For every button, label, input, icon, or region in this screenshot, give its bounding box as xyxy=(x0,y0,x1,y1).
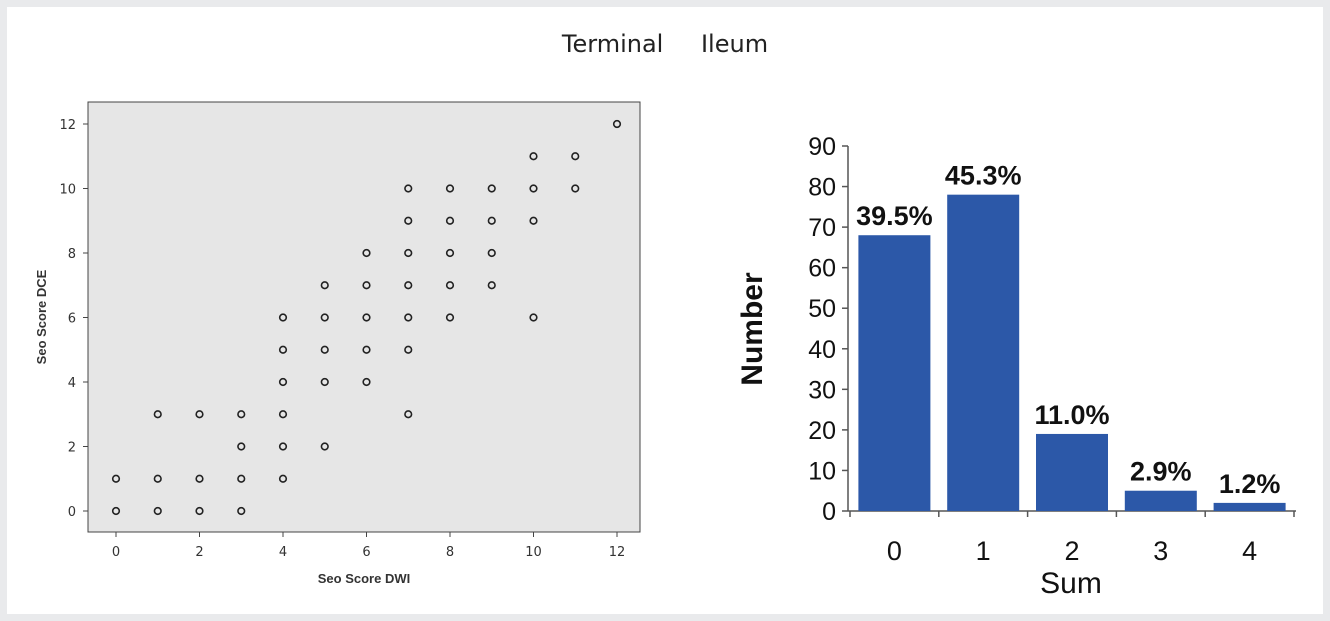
bar-data-label: 45.3% xyxy=(945,161,1022,191)
bar-data-label: 2.9% xyxy=(1130,457,1192,487)
scatter-point xyxy=(404,410,413,419)
scatter-point xyxy=(404,345,413,354)
scatter-point xyxy=(571,152,580,161)
scatter-point xyxy=(320,313,329,322)
bar-data-label: 39.5% xyxy=(856,201,933,231)
bar xyxy=(1036,433,1108,511)
scatter-x-tick-label: 0 xyxy=(112,545,120,560)
scatter-x-tick-label: 12 xyxy=(609,545,626,560)
scatter-point xyxy=(487,248,496,258)
scatter-point xyxy=(445,281,455,290)
scatter-point xyxy=(195,410,204,419)
scatter-point xyxy=(529,313,538,322)
bar-y-tick-label: 50 xyxy=(808,295,836,323)
bar-y-axis-label: Number xyxy=(736,272,769,386)
scatter-point xyxy=(320,345,329,354)
scatter-point xyxy=(111,506,121,516)
scatter-point xyxy=(445,216,455,225)
scatter-point xyxy=(195,474,204,483)
scatter-point xyxy=(487,184,496,193)
scatter-point xyxy=(278,377,288,387)
scatter-y-axis-label: Seo Score DCE xyxy=(34,269,49,364)
scatter-y-tick-label: 12 xyxy=(59,118,76,133)
scatter-point xyxy=(362,345,371,354)
scatter-point xyxy=(278,345,288,354)
bar-y-tick-label: 60 xyxy=(808,255,836,283)
scatter-point xyxy=(445,184,455,193)
scatter-point xyxy=(278,474,288,483)
scatter-point xyxy=(487,281,496,290)
scatter-point xyxy=(529,216,538,225)
bar-x-axis-label: Sum xyxy=(1040,567,1102,600)
scatter-y-tick-label: 2 xyxy=(68,441,76,456)
figure-title: Terminal Ileum xyxy=(561,30,769,58)
scatter-point xyxy=(445,313,455,322)
scatter-x-tick-label: 8 xyxy=(446,545,454,560)
bar-chart: 0 10 20 30 40 50 60 70 80 90 0 39.5% 1 45.3% 2 11.0% 3 2.… xyxy=(736,133,1296,600)
bar-data-label: 11.0% xyxy=(1034,400,1109,430)
scatter-point xyxy=(404,281,413,290)
bar-data-label: 1.2% xyxy=(1219,469,1281,499)
bar-x-tick-label: 1 xyxy=(976,536,991,566)
scatter-chart: 0 2 4 6 8 10 12 0 2 4 6 8 10 12 Seo Score DWI Seo Score… xyxy=(34,101,641,586)
scatter-point xyxy=(362,248,371,258)
scatter-point xyxy=(278,442,288,451)
scatter-point xyxy=(362,313,371,322)
scatter-point xyxy=(362,377,371,387)
bar-x-tick-label: 2 xyxy=(1064,536,1079,566)
scatter-point xyxy=(362,281,371,290)
bar-y-tick-label: 80 xyxy=(808,174,836,202)
scatter-point xyxy=(237,442,246,451)
bar-y-tick-label: 70 xyxy=(808,214,836,242)
scatter-point xyxy=(278,313,288,322)
bar xyxy=(1213,502,1286,511)
scatter-point xyxy=(237,474,246,483)
bar-y-tick-label: 90 xyxy=(808,133,836,161)
bar xyxy=(858,235,931,511)
scatter-y-tick-label: 10 xyxy=(59,183,76,198)
scatter-y-tick-label: 8 xyxy=(68,247,76,262)
bar xyxy=(1124,490,1197,511)
bar-y-tick-label: 40 xyxy=(808,336,836,364)
scatter-point xyxy=(404,248,413,258)
scatter-x-tick-label: 6 xyxy=(362,545,370,560)
scatter-point xyxy=(612,119,622,129)
scatter-point xyxy=(111,474,121,483)
bar-x-tick-label: 0 xyxy=(887,536,902,566)
scatter-point xyxy=(445,248,455,258)
bar-x-tick-label: 3 xyxy=(1153,536,1168,566)
bar-y-tick-label: 10 xyxy=(808,457,836,485)
scatter-point xyxy=(320,442,329,451)
scatter-point xyxy=(529,152,538,161)
scatter-point xyxy=(153,410,162,419)
scatter-x-tick-label: 2 xyxy=(195,545,203,560)
bar-y-tick-label: 0 xyxy=(822,498,836,526)
scatter-point xyxy=(571,184,580,193)
scatter-y-tick-label: 6 xyxy=(68,312,76,327)
scatter-y-tick-label: 0 xyxy=(68,505,76,520)
bar xyxy=(947,194,1020,511)
scatter-point xyxy=(404,313,413,322)
scatter-x-axis-label: Seo Score DWI xyxy=(318,571,410,586)
scatter-x-tick-label: 10 xyxy=(525,545,542,560)
scatter-point xyxy=(237,410,246,419)
scatter-point xyxy=(153,506,162,516)
scatter-point xyxy=(404,184,413,193)
scatter-point xyxy=(320,281,329,290)
scatter-point xyxy=(529,184,538,193)
scatter-point xyxy=(487,216,496,225)
scatter-point xyxy=(278,410,288,419)
scatter-point xyxy=(404,216,413,225)
bar-y-tick-label: 30 xyxy=(808,376,836,404)
scatter-point xyxy=(195,506,204,516)
bar-y-tick-label: 20 xyxy=(808,417,836,445)
scatter-x-tick-label: 4 xyxy=(279,545,287,560)
scatter-point xyxy=(237,506,246,516)
bar-x-tick-label: 4 xyxy=(1242,536,1257,566)
scatter-y-tick-label: 4 xyxy=(68,376,76,391)
scatter-point xyxy=(153,474,162,483)
scatter-point xyxy=(320,377,329,387)
